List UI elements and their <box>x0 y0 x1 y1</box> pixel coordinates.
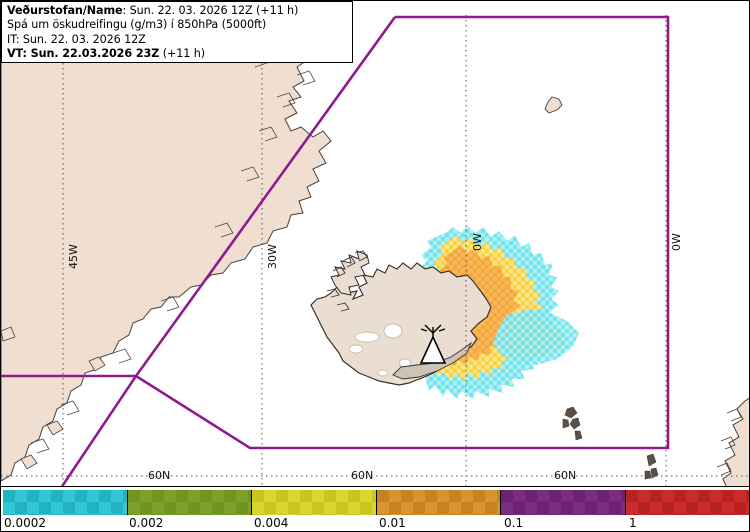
info-line-model: Veðurstofan/Name: Sun. 22. 03. 2026 12Z … <box>7 4 348 18</box>
info-line-init-time: IT: Sun. 22. 03. 2026 12Z <box>7 32 146 46</box>
forecast-info-box: Veðurstofan/Name: Sun. 22. 03. 2026 12Z … <box>1 1 353 63</box>
meridian-label-30w: 30W <box>266 244 279 269</box>
colorbar-segment-0.01[interactable] <box>376 490 501 515</box>
colorbar-segment-0.004[interactable] <box>252 490 377 515</box>
volcano-symbol[interactable] <box>419 324 447 364</box>
colorbar-label-0.004: 0.004 <box>254 516 289 530</box>
colorbar-label-0.1: 0.1 <box>504 516 524 530</box>
parallel-label-60n-left: 60N <box>148 469 171 482</box>
meridian-label-0w-outer: 0W <box>670 233 683 251</box>
info-label-name: Veðurstofan/Name <box>7 4 123 17</box>
colorbar-legend: 0.0002 0.002 0.004 0.01 0.1 1 <box>0 487 750 532</box>
ash-plume-southeast-tail <box>493 309 579 365</box>
colorbar-strip[interactable] <box>3 490 749 515</box>
colorbar-segment-1[interactable] <box>625 490 749 515</box>
norway-coast <box>716 397 749 486</box>
colorbar-label-1: 1 <box>629 516 637 530</box>
colorbar-label-0.002: 0.002 <box>129 516 164 530</box>
colorbar-label-0.0002: 0.0002 <box>4 516 46 530</box>
info-value-vt: (+11 h) <box>159 47 205 61</box>
colorbar-label-0.01: 0.01 <box>379 516 406 530</box>
info-value-name: : Sun. 22. 03. 2026 12Z (+11 h) <box>122 4 299 17</box>
parallel-label-60n-right: 60N <box>554 469 577 482</box>
jan-mayen-island <box>544 96 563 114</box>
parallel-label-60n-center: 60N <box>351 469 374 482</box>
greenland-landmass <box>1 1 332 482</box>
info-label-vt: VT: Sun. 22.03.2026 23Z <box>7 47 160 61</box>
meridian-label-45w: 45W <box>67 244 80 269</box>
info-line-description: Spá um öskudreifingu (g/m3) í 850hPa (50… <box>7 18 267 32</box>
colorbar-tick-labels: 0.0002 0.002 0.004 0.01 0.1 1 <box>1 516 750 531</box>
map-frame[interactable]: 45W 30W 0W 0W 60N 60N 60N Veðurstofan/Na… <box>0 0 750 487</box>
iceland-landmass <box>310 250 492 386</box>
colorbar-segment-0.1[interactable] <box>501 490 626 515</box>
iceland-glaciers <box>348 323 412 377</box>
forecast-domain-boundary <box>1 15 670 486</box>
info-line-valid-time: VT: Sun. 22.03.2026 23Z (+11 h) <box>7 47 348 61</box>
colorbar-segment-0.0002[interactable] <box>3 490 128 515</box>
grid-meridians <box>62 15 667 486</box>
meridian-label-0w-inner: 0W <box>471 233 484 251</box>
colorbar-segment-0.002[interactable] <box>127 490 252 515</box>
faroe-islands <box>562 406 583 441</box>
map-canvas[interactable] <box>1 1 750 487</box>
